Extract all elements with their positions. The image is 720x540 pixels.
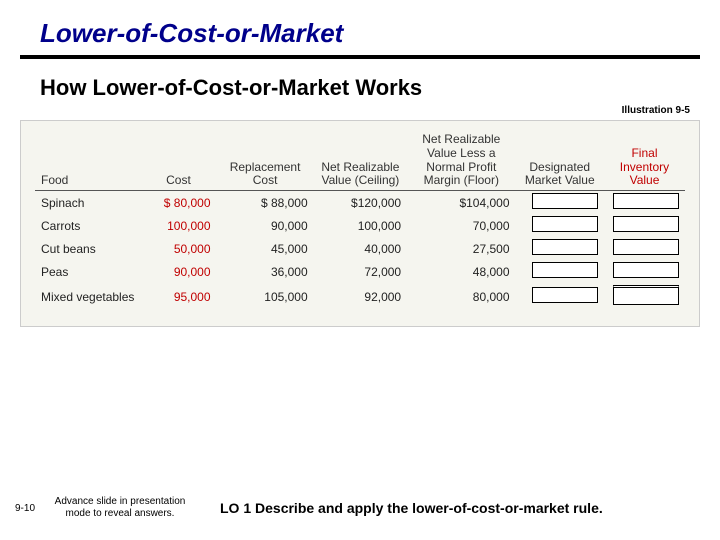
answer-box	[613, 262, 679, 278]
cell-nrv: 40,000	[314, 237, 407, 260]
cell-cost: 100,000	[140, 214, 216, 237]
answer-box	[532, 287, 598, 303]
answer-box	[532, 216, 598, 232]
cell-food: Peas	[35, 260, 140, 283]
cell-floor: 80,000	[407, 283, 515, 310]
cell-food: Spinach	[35, 191, 140, 215]
answer-box	[532, 262, 598, 278]
cell-designated	[516, 283, 604, 310]
col-cost: Cost	[140, 133, 216, 191]
footer: 9-10 Advance slide in presentation mode …	[0, 496, 720, 520]
answer-box	[532, 239, 598, 255]
cell-final	[604, 214, 685, 237]
col-nrv: Net Realizable Value (Ceiling)	[314, 133, 407, 191]
lcm-table: Food Cost Replacement Cost Net Realizabl…	[35, 133, 685, 310]
answer-box-final	[613, 285, 679, 305]
cell-rc: 36,000	[217, 260, 314, 283]
cell-food: Mixed vegetables	[35, 283, 140, 310]
col-designated: Designated Market Value	[516, 133, 604, 191]
col-replacement: Replacement Cost	[217, 133, 314, 191]
slide: Lower-of-Cost-or-Market How Lower-of-Cos…	[0, 0, 720, 327]
cell-designated	[516, 260, 604, 283]
cell-designated	[516, 237, 604, 260]
cell-nrv: 92,000	[314, 283, 407, 310]
cell-rc: $ 88,000	[217, 191, 314, 215]
lcm-table-wrap: Food Cost Replacement Cost Net Realizabl…	[20, 120, 700, 327]
answer-box	[613, 193, 679, 209]
col-floor: Net Realizable Value Less a Normal Profi…	[407, 133, 515, 191]
cell-cost: 50,000	[140, 237, 216, 260]
table-row: Mixed vegetables 95,000 105,000 92,000 8…	[35, 283, 685, 310]
cell-nrv: 72,000	[314, 260, 407, 283]
cell-rc: 105,000	[217, 283, 314, 310]
cell-rc: 45,000	[217, 237, 314, 260]
answer-box	[613, 239, 679, 255]
cell-final	[604, 283, 685, 310]
table-row: Cut beans 50,000 45,000 40,000 27,500	[35, 237, 685, 260]
section-subtitle: How Lower-of-Cost-or-Market Works	[40, 75, 720, 101]
cell-cost: 95,000	[140, 283, 216, 310]
cell-floor: $104,000	[407, 191, 515, 215]
cell-cost: 90,000	[140, 260, 216, 283]
cell-cost: $ 80,000	[140, 191, 216, 215]
cell-final	[604, 260, 685, 283]
table-row: Peas 90,000 36,000 72,000 48,000	[35, 260, 685, 283]
col-food: Food	[35, 133, 140, 191]
cell-food: Cut beans	[35, 237, 140, 260]
col-final: Final Inventory Value	[604, 133, 685, 191]
cell-food: Carrots	[35, 214, 140, 237]
advance-note: Advance slide in presentation mode to re…	[50, 496, 190, 520]
page-number: 9-10	[0, 503, 50, 514]
illustration-label: Illustration 9-5	[0, 105, 690, 116]
learning-objective: LO 1 Describe and apply the lower-of-cos…	[190, 500, 720, 516]
cell-designated	[516, 214, 604, 237]
page-title: Lower-of-Cost-or-Market	[40, 18, 720, 49]
table-row: Spinach $ 80,000 $ 88,000 $120,000 $104,…	[35, 191, 685, 215]
cell-nrv: 100,000	[314, 214, 407, 237]
cell-final	[604, 191, 685, 215]
answer-box	[613, 216, 679, 232]
cell-floor: 27,500	[407, 237, 515, 260]
cell-rc: 90,000	[217, 214, 314, 237]
cell-floor: 70,000	[407, 214, 515, 237]
cell-designated	[516, 191, 604, 215]
table-row: Carrots 100,000 90,000 100,000 70,000	[35, 214, 685, 237]
cell-nrv: $120,000	[314, 191, 407, 215]
title-rule	[20, 55, 700, 59]
cell-final	[604, 237, 685, 260]
answer-box	[532, 193, 598, 209]
cell-floor: 48,000	[407, 260, 515, 283]
